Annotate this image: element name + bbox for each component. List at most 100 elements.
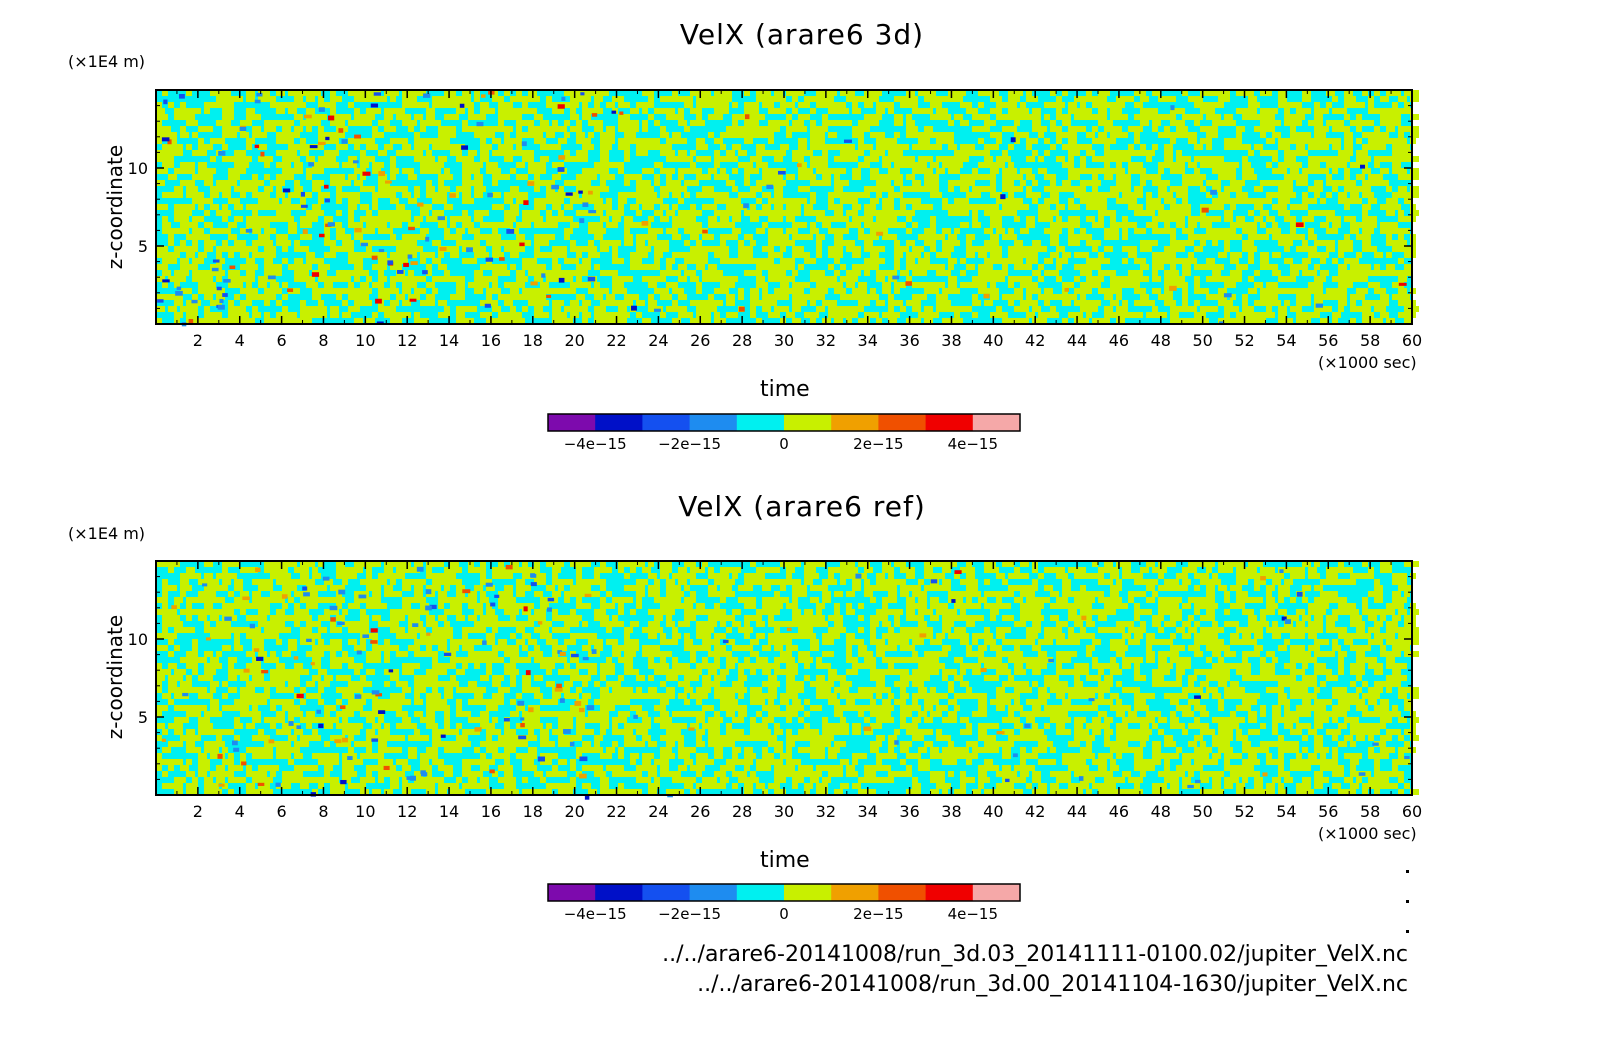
heatmap-cell <box>216 258 225 264</box>
heatmap-cell <box>204 222 213 228</box>
heatmap-cell <box>1314 264 1320 270</box>
heatmap-cell <box>162 579 168 585</box>
heatmap-cell <box>1266 573 1272 579</box>
heatmap-cell <box>864 156 870 162</box>
heatmap-cell <box>750 312 756 318</box>
heatmap-cell <box>1326 216 1332 222</box>
heatmap-cell <box>912 162 918 168</box>
heatmap-cell <box>1230 222 1239 228</box>
heatmap-cell <box>300 246 309 252</box>
heatmap-cell <box>696 567 705 573</box>
heatmap-cell <box>1350 318 1356 324</box>
heatmap-cell <box>1344 90 1353 96</box>
heatmap-cell <box>1122 186 1131 192</box>
heatmap-cell <box>1068 126 1074 132</box>
heatmap-cell <box>702 102 711 108</box>
heatmap-cell <box>768 174 774 180</box>
heatmap-cell <box>1050 90 1056 96</box>
heatmap-cell <box>1164 300 1170 306</box>
heatmap-cell <box>390 318 399 324</box>
heatmap-cell <box>972 186 981 192</box>
heatmap-cell <box>810 573 819 579</box>
x-tick-label: 16 <box>481 331 501 350</box>
heatmap-cell <box>1290 270 1299 276</box>
heatmap-cell <box>582 96 591 102</box>
heatmap-cell <box>1314 186 1323 192</box>
heatmap-cell <box>888 198 894 204</box>
heatmap-cell <box>1386 204 1392 210</box>
heatmap-cell <box>1008 300 1014 306</box>
heatmap-cell <box>906 156 915 162</box>
heatmap-cell <box>456 276 465 282</box>
heatmap-cell <box>720 210 729 216</box>
heatmap-cell <box>1086 192 1095 198</box>
heatmap-cell <box>810 174 816 180</box>
heatmap-cell <box>294 288 300 294</box>
heatmap-cell <box>1260 300 1266 306</box>
heatmap-cell <box>906 573 915 579</box>
heatmap-cell <box>582 102 588 108</box>
heatmap-cell <box>930 186 939 192</box>
heatmap-cell <box>948 168 954 174</box>
heatmap-cell <box>618 204 624 210</box>
heatmap-cell <box>990 192 999 198</box>
heatmap-cell <box>522 174 528 180</box>
heatmap-cell <box>1068 198 1074 204</box>
heatmap-cell <box>1086 234 1092 240</box>
heatmap-cell <box>486 168 495 174</box>
heatmap-cell <box>168 156 174 162</box>
heatmap-cell <box>1260 132 1266 138</box>
heatmap-cell <box>774 90 783 96</box>
heatmap-cell <box>636 210 642 216</box>
heatmap-cell <box>504 150 510 156</box>
heatmap-cell <box>642 102 648 108</box>
heatmap-cell <box>258 222 264 228</box>
heatmap-cell <box>1338 306 1344 312</box>
heatmap-cell <box>810 192 816 198</box>
heatmap-cell <box>1218 561 1227 567</box>
heatmap-cell <box>384 567 393 573</box>
heatmap-cell <box>1188 132 1197 138</box>
heatmap-cell <box>1344 138 1353 144</box>
heatmap-cell <box>882 156 891 162</box>
heatmap-cell <box>1224 186 1230 192</box>
heatmap-cell <box>282 174 288 180</box>
heatmap-cell <box>1134 573 1143 579</box>
heatmap-cell <box>456 240 462 246</box>
heatmap-cell <box>948 186 954 192</box>
heatmap-cell <box>1146 174 1152 180</box>
heatmap-cell <box>600 204 609 210</box>
heatmap-cell <box>1110 288 1116 294</box>
heatmap-cell <box>552 270 558 276</box>
heatmap-cell <box>678 567 687 573</box>
heatmap-cell <box>576 156 582 162</box>
heatmap-cell <box>888 210 897 216</box>
heatmap-cell <box>1032 258 1038 264</box>
heatmap-cell <box>378 258 387 264</box>
heatmap-cell <box>906 120 915 126</box>
heatmap-cell <box>1134 150 1143 156</box>
heatmap-cell <box>1308 168 1314 174</box>
heatmap-cell <box>504 318 510 324</box>
heatmap-cell <box>744 180 750 186</box>
heatmap-cell <box>210 579 219 585</box>
heatmap-cell <box>1002 294 1011 300</box>
heatmap-cell <box>1236 264 1242 270</box>
heatmap-cell <box>474 288 483 294</box>
heatmap-cell <box>732 210 741 216</box>
heatmap-cell <box>258 234 264 240</box>
heatmap-cell <box>912 300 921 306</box>
heatmap-cell <box>420 204 429 210</box>
heatmap-anomaly <box>439 246 447 251</box>
heatmap-cell <box>510 240 516 246</box>
heatmap-cell <box>624 192 630 198</box>
heatmap-cell <box>678 210 687 216</box>
heatmap-cell <box>906 252 912 258</box>
heatmap-cell <box>1068 204 1077 210</box>
heatmap-cell <box>306 312 315 318</box>
heatmap-cell <box>828 108 837 114</box>
heatmap-cell <box>576 276 582 282</box>
heatmap-cell <box>1098 567 1107 573</box>
heatmap-cell <box>948 276 957 282</box>
heatmap-cell <box>1212 186 1221 192</box>
